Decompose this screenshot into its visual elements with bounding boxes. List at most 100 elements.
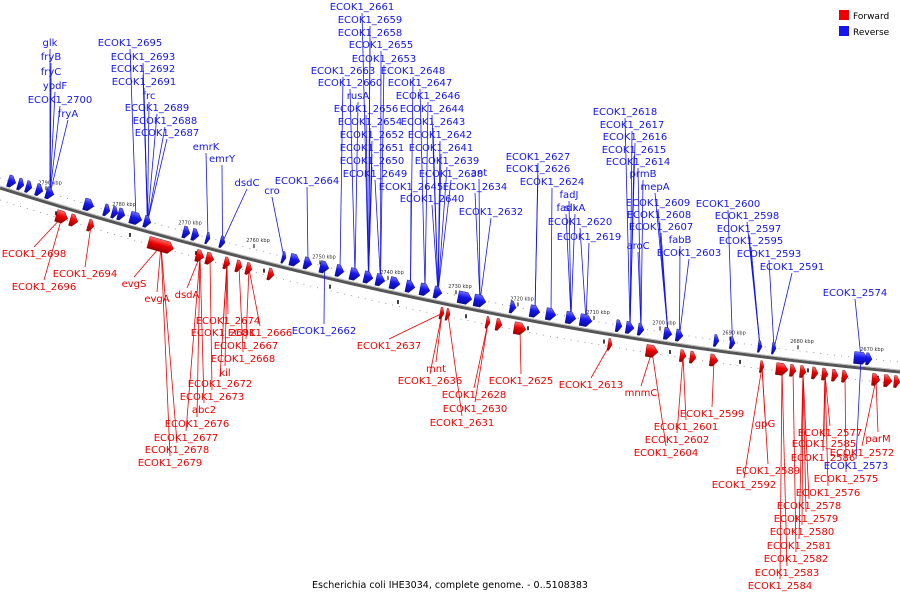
reverse-gene-label[interactable]: ECOK1_2574: [823, 288, 888, 299]
reverse-gene-label[interactable]: ECOK1_2642: [408, 130, 473, 141]
forward-gene-arrow[interactable]: [86, 218, 95, 232]
reverse-gene-label[interactable]: ECOK1_2573: [824, 461, 889, 472]
forward-gene-label[interactable]: ECOK1_2599: [680, 409, 745, 420]
reverse-gene-label[interactable]: ECOK1_2619: [557, 232, 622, 243]
reverse-gene-label[interactable]: ECOK1_2632: [459, 207, 524, 218]
reverse-gene-arrow[interactable]: [218, 235, 227, 249]
forward-gene-label[interactable]: ECOK1_2585: [792, 439, 857, 450]
reverse-gene-label[interactable]: prmB: [630, 169, 657, 180]
forward-gene-label[interactable]: ECOK1_2582: [764, 554, 829, 565]
reverse-gene-label[interactable]: ECOK1_2616: [603, 132, 668, 143]
reverse-gene-label[interactable]: ECOK1_2615: [602, 145, 667, 156]
reverse-gene-label[interactable]: ECOK1_2639: [415, 156, 480, 167]
reverse-gene-arrow[interactable]: [853, 351, 869, 365]
forward-gene-label[interactable]: ECOK1_2679: [138, 458, 203, 469]
reverse-gene-label[interactable]: fadJ: [560, 190, 579, 201]
reverse-gene-label[interactable]: ECOK1_2651: [340, 143, 405, 154]
forward-gene-label[interactable]: ECOK1_2581: [767, 541, 832, 552]
reverse-gene-arrow[interactable]: [865, 352, 873, 366]
reverse-gene-arrow[interactable]: [404, 279, 416, 294]
forward-gene-arrow[interactable]: [789, 364, 797, 377]
forward-gene-label[interactable]: ECOK1_2586: [791, 453, 856, 464]
reverse-gene-label[interactable]: ECOK1_2643: [401, 117, 466, 128]
reverse-gene-label[interactable]: ECOK1_2645: [379, 182, 444, 193]
forward-gene-arrow[interactable]: [644, 344, 659, 358]
reverse-gene-label[interactable]: ECOK1_2640: [400, 194, 465, 205]
reverse-gene-label[interactable]: ECOK1_2691: [112, 77, 177, 88]
forward-gene-label[interactable]: gpG: [755, 419, 775, 430]
reverse-gene-label[interactable]: sixA: [565, 203, 586, 214]
forward-gene-label[interactable]: ECOK1_2681: [191, 328, 256, 339]
reverse-gene-label[interactable]: ECOK1_2600: [696, 199, 761, 210]
forward-gene-arrow[interactable]: [512, 321, 527, 336]
forward-gene-label[interactable]: ECOK1_2668: [211, 354, 276, 365]
forward-gene-label[interactable]: ECOK1_2630: [443, 404, 508, 415]
forward-gene-label[interactable]: ECOK1_2592: [712, 480, 777, 491]
reverse-gene-label[interactable]: ECOK1_2687: [135, 128, 200, 139]
forward-gene-label[interactable]: ECOK1_2673: [180, 392, 245, 403]
reverse-gene-label[interactable]: ECOK1_2617: [600, 120, 665, 131]
forward-gene-label[interactable]: ECOK1_2583: [755, 568, 820, 579]
forward-gene-arrow[interactable]: [606, 338, 613, 351]
forward-gene-label[interactable]: ECOK1_2637: [357, 341, 422, 352]
reverse-gene-label[interactable]: ECOK1_2608: [627, 210, 692, 221]
reverse-gene-label[interactable]: ECOK1_2688: [133, 116, 198, 127]
reverse-gene-arrow[interactable]: [181, 225, 192, 239]
forward-gene-label[interactable]: ECOK1_2694: [53, 269, 118, 280]
forward-gene-label[interactable]: ECOK1_2572: [830, 448, 895, 459]
reverse-gene-arrow[interactable]: [418, 282, 431, 297]
reverse-gene-label[interactable]: ECOK1_2660: [318, 78, 383, 89]
forward-gene-label[interactable]: ECOK1_2602: [645, 435, 710, 446]
reverse-gene-label[interactable]: ECOK1_2607: [629, 222, 694, 233]
reverse-gene-arrow[interactable]: [508, 300, 517, 314]
reverse-gene-label[interactable]: ECOK1_2655: [349, 40, 414, 51]
forward-gene-label[interactable]: ECOK1_2625: [489, 376, 554, 387]
reverse-gene-arrow[interactable]: [528, 304, 541, 319]
reverse-gene-label[interactable]: ant: [471, 168, 487, 179]
reverse-gene-arrow[interactable]: [6, 174, 17, 189]
reverse-gene-label[interactable]: ECOK1_2609: [626, 198, 691, 209]
reverse-gene-arrow[interactable]: [110, 205, 119, 219]
reverse-gene-arrow[interactable]: [456, 290, 473, 306]
forward-gene-label[interactable]: ECOK1_2579: [774, 514, 839, 525]
forward-gene-label[interactable]: ECOK1_2584: [748, 581, 813, 592]
forward-gene-label[interactable]: ECOK1_2666: [228, 328, 293, 339]
reverse-gene-label[interactable]: cro: [264, 186, 280, 197]
reverse-gene-label[interactable]: ECOK1_2662: [292, 326, 357, 337]
reverse-gene-arrow[interactable]: [334, 264, 346, 277]
reverse-gene-arrow[interactable]: [204, 231, 212, 245]
reverse-gene-arrow[interactable]: [102, 203, 111, 217]
forward-gene-arrow[interactable]: [484, 316, 491, 329]
forward-gene-label[interactable]: ECOK1_2576: [796, 488, 861, 499]
forward-gene-arrow[interactable]: [204, 251, 216, 266]
reverse-gene-arrow[interactable]: [16, 177, 25, 191]
reverse-gene-label[interactable]: fryB: [41, 52, 62, 63]
reverse-gene-arrow[interactable]: [34, 183, 44, 198]
reverse-gene-label[interactable]: mepA: [640, 182, 669, 193]
forward-gene-label[interactable]: abc2: [192, 405, 216, 416]
forward-gene-arrow[interactable]: [146, 236, 175, 254]
reverse-gene-label[interactable]: fabB: [669, 235, 692, 246]
forward-gene-label[interactable]: ECOK1_2589: [736, 466, 801, 477]
forward-gene-label[interactable]: mnt: [426, 364, 446, 375]
forward-gene-arrow[interactable]: [444, 308, 451, 321]
forward-gene-arrow[interactable]: [194, 249, 206, 263]
reverse-gene-arrow[interactable]: [362, 270, 374, 285]
reverse-gene-label[interactable]: ECOK1_2648: [381, 66, 446, 77]
reverse-gene-label[interactable]: ECOK1_2603: [657, 248, 722, 259]
forward-gene-label[interactable]: ECOK1_2696: [12, 282, 77, 293]
forward-gene-arrow[interactable]: [244, 262, 254, 275]
forward-gene-arrow[interactable]: [799, 365, 807, 378]
reverse-gene-label[interactable]: ECOK1_2647: [388, 78, 453, 89]
reverse-gene-label[interactable]: ECOK1_2638: [419, 169, 484, 180]
forward-gene-label[interactable]: ECOK1_2636: [398, 376, 463, 387]
forward-gene-label[interactable]: ECOK1_2604: [634, 448, 699, 459]
reverse-gene-arrow[interactable]: [288, 253, 302, 267]
forward-gene-label[interactable]: ECOK1_2698: [2, 249, 67, 260]
reverse-gene-arrow[interactable]: [302, 256, 314, 271]
reverse-gene-arrow[interactable]: [674, 328, 684, 342]
reverse-gene-label[interactable]: ECOK1_2618: [593, 107, 658, 118]
forward-gene-label[interactable]: ECOK1_2676: [165, 419, 230, 430]
forward-gene-arrow[interactable]: [883, 374, 893, 388]
forward-gene-arrow[interactable]: [688, 350, 697, 364]
